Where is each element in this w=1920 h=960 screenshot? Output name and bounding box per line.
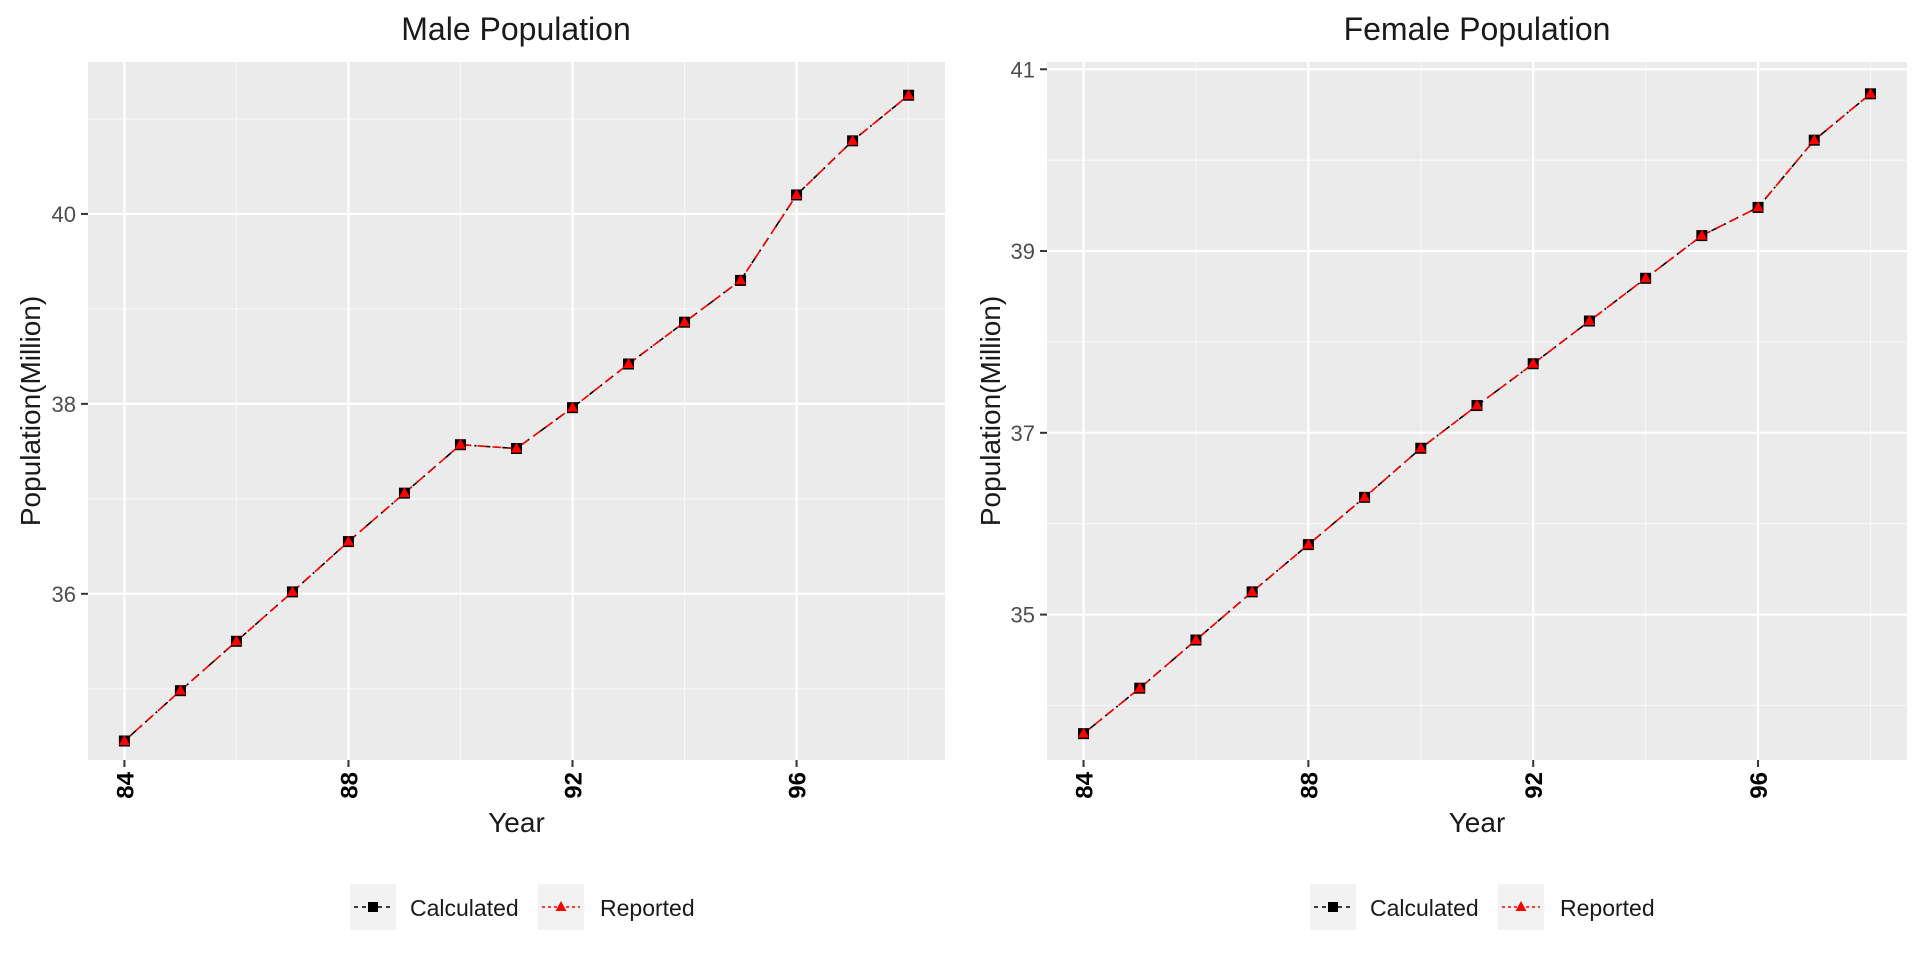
x-axis-title: Year — [1449, 807, 1506, 838]
legend-key-marker-reported — [555, 901, 567, 911]
y-tick-label: 37 — [1011, 421, 1035, 446]
legend-label-calculated: Calculated — [410, 895, 519, 921]
x-tick-label: 84 — [1072, 771, 1099, 798]
data-point-reported — [847, 134, 859, 145]
y-tick-label: 35 — [1011, 603, 1035, 628]
legend-key-marker-calculated — [368, 902, 378, 912]
data-point-reported — [1864, 87, 1876, 98]
y-axis-title: Population(Million) — [15, 296, 46, 526]
x-tick-label: 96 — [785, 772, 812, 799]
data-point-reported — [286, 585, 298, 596]
data-point-reported — [174, 684, 186, 695]
x-tick-label: 96 — [1746, 772, 1773, 799]
data-point-reported — [567, 401, 579, 412]
data-point-reported — [1640, 272, 1652, 283]
y-tick-label: 40 — [52, 202, 76, 227]
data-point-reported — [398, 487, 410, 498]
data-point-reported — [342, 535, 354, 546]
legend-label-reported: Reported — [600, 895, 695, 921]
chart-title: Female Population — [1344, 11, 1611, 47]
data-point-reported — [1078, 727, 1090, 738]
plot-background — [88, 62, 945, 760]
x-axis-title: Year — [488, 807, 545, 838]
x-tick-label: 92 — [1521, 772, 1548, 799]
data-point-reported — [1752, 201, 1764, 212]
data-point-reported — [791, 188, 803, 199]
data-point-reported — [1808, 134, 1820, 145]
data-point-reported — [623, 357, 635, 368]
x-tick-label: 84 — [112, 771, 139, 798]
data-point-reported — [1134, 682, 1146, 693]
data-point-reported — [118, 735, 130, 746]
data-point-reported — [1696, 229, 1708, 240]
y-tick-label: 41 — [1011, 57, 1035, 82]
data-point-reported — [511, 442, 522, 453]
data-point-reported — [903, 89, 915, 100]
y-axis-title: Population(Million) — [975, 296, 1006, 526]
y-tick-label: 38 — [52, 392, 76, 417]
data-point-reported — [1471, 399, 1483, 410]
legend: Calculated Reported — [350, 884, 695, 930]
data-point-reported — [1359, 491, 1371, 502]
data-point-reported — [1527, 357, 1539, 368]
legend-label-calculated: Calculated — [1370, 895, 1479, 921]
chart-panel-2: 35 37 39 41 84 88 92 96 Female Population Year Pop… — [975, 11, 1907, 930]
chart-title: Male Population — [401, 11, 630, 47]
y-tick-label: 36 — [52, 582, 76, 607]
data-point-reported — [1246, 585, 1258, 596]
data-point-reported — [1302, 538, 1314, 549]
data-point-reported — [1190, 634, 1202, 645]
data-point-reported — [454, 438, 466, 449]
data-point-reported — [230, 635, 242, 646]
legend-key-marker-reported — [1515, 901, 1527, 911]
legend-key-marker-calculated — [1328, 902, 1338, 912]
legend: Calculated Reported — [1310, 884, 1655, 930]
y-tick-label: 39 — [1011, 239, 1035, 264]
chart-panel-1: 36 38 40 84 88 92 96 Male Population Year Populat… — [15, 11, 945, 930]
x-tick-label: 88 — [336, 772, 363, 799]
data-point-reported — [1415, 442, 1427, 453]
x-tick-label: 92 — [561, 772, 588, 799]
data-point-reported — [735, 274, 747, 285]
x-tick-label: 88 — [1296, 772, 1323, 799]
legend-label-reported: Reported — [1560, 895, 1655, 921]
data-point-reported — [679, 316, 691, 327]
data-point-reported — [1583, 315, 1595, 326]
